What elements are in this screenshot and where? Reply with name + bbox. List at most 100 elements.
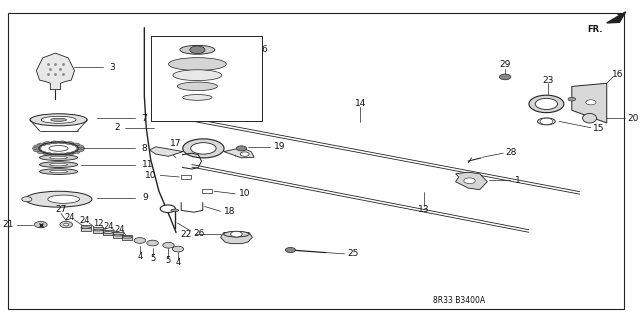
Bar xyxy=(150,36,262,122)
Ellipse shape xyxy=(65,142,74,145)
Text: 24: 24 xyxy=(79,216,90,225)
Text: 24: 24 xyxy=(104,222,114,231)
Text: 1: 1 xyxy=(515,176,521,185)
Text: 23: 23 xyxy=(542,76,554,85)
Text: 15: 15 xyxy=(593,124,605,133)
Bar xyxy=(122,234,132,240)
Ellipse shape xyxy=(25,191,92,207)
Ellipse shape xyxy=(76,145,84,148)
Polygon shape xyxy=(224,148,254,158)
Ellipse shape xyxy=(77,147,85,150)
Text: 8R33 B3400A: 8R33 B3400A xyxy=(433,296,486,305)
Ellipse shape xyxy=(538,118,556,125)
Text: 10: 10 xyxy=(239,189,250,198)
Ellipse shape xyxy=(33,149,42,152)
Text: 12: 12 xyxy=(93,219,103,228)
Text: 5: 5 xyxy=(166,256,171,265)
Ellipse shape xyxy=(51,118,67,122)
Circle shape xyxy=(464,178,476,184)
Circle shape xyxy=(163,242,174,248)
Ellipse shape xyxy=(103,232,113,234)
Text: 26: 26 xyxy=(193,229,205,238)
Ellipse shape xyxy=(529,95,564,113)
Text: FR.: FR. xyxy=(588,25,603,34)
Ellipse shape xyxy=(177,82,218,91)
Circle shape xyxy=(236,146,246,151)
Bar xyxy=(81,225,91,231)
Ellipse shape xyxy=(50,163,67,166)
Ellipse shape xyxy=(183,139,224,158)
Ellipse shape xyxy=(122,236,132,238)
Ellipse shape xyxy=(41,116,76,123)
Text: 19: 19 xyxy=(274,142,285,151)
Ellipse shape xyxy=(93,229,103,231)
Ellipse shape xyxy=(40,155,77,160)
Ellipse shape xyxy=(40,162,77,167)
Text: 18: 18 xyxy=(225,207,236,216)
Text: 24: 24 xyxy=(115,225,125,234)
Text: 16: 16 xyxy=(612,70,623,79)
Circle shape xyxy=(147,240,158,246)
Ellipse shape xyxy=(582,114,596,123)
Ellipse shape xyxy=(48,195,79,203)
Circle shape xyxy=(35,221,47,228)
Text: 13: 13 xyxy=(418,205,429,214)
Text: 5: 5 xyxy=(150,254,156,263)
Ellipse shape xyxy=(113,234,123,236)
Ellipse shape xyxy=(58,141,67,144)
Circle shape xyxy=(540,118,553,124)
Circle shape xyxy=(134,238,146,243)
Ellipse shape xyxy=(182,94,212,100)
Text: 17: 17 xyxy=(170,139,182,148)
Circle shape xyxy=(240,152,249,156)
Text: 9: 9 xyxy=(142,193,148,202)
Ellipse shape xyxy=(81,227,91,229)
Ellipse shape xyxy=(76,149,84,152)
Polygon shape xyxy=(149,147,183,156)
Text: 11: 11 xyxy=(142,160,153,169)
Ellipse shape xyxy=(72,151,80,154)
Text: 4: 4 xyxy=(175,258,180,267)
Text: 6: 6 xyxy=(261,45,267,54)
Circle shape xyxy=(189,46,205,54)
Ellipse shape xyxy=(58,153,67,156)
Ellipse shape xyxy=(168,58,227,70)
Text: 28: 28 xyxy=(506,148,517,157)
Text: 22: 22 xyxy=(180,230,191,239)
Circle shape xyxy=(285,248,296,253)
Text: 3: 3 xyxy=(109,63,115,72)
Text: 7: 7 xyxy=(141,114,147,123)
Ellipse shape xyxy=(51,141,59,144)
Ellipse shape xyxy=(72,143,80,146)
Ellipse shape xyxy=(51,153,59,156)
Text: 10: 10 xyxy=(145,171,156,180)
Ellipse shape xyxy=(50,170,67,173)
Polygon shape xyxy=(572,83,607,123)
Ellipse shape xyxy=(171,209,179,211)
Ellipse shape xyxy=(535,98,557,109)
Ellipse shape xyxy=(49,145,68,151)
Text: 8: 8 xyxy=(141,144,147,153)
Bar xyxy=(103,230,113,235)
Text: 25: 25 xyxy=(347,249,358,258)
Ellipse shape xyxy=(50,156,67,159)
Text: 29: 29 xyxy=(499,60,511,69)
Polygon shape xyxy=(607,12,626,23)
Ellipse shape xyxy=(65,152,74,155)
Ellipse shape xyxy=(180,45,215,54)
Circle shape xyxy=(160,205,175,212)
Circle shape xyxy=(230,231,242,237)
Bar xyxy=(93,227,103,233)
Bar xyxy=(113,232,123,238)
Text: 2: 2 xyxy=(114,123,120,132)
Polygon shape xyxy=(36,53,74,90)
Text: 27: 27 xyxy=(56,205,67,214)
Ellipse shape xyxy=(40,169,77,174)
Ellipse shape xyxy=(37,151,45,154)
Bar xyxy=(202,189,212,194)
Ellipse shape xyxy=(224,231,249,237)
Bar xyxy=(180,175,191,179)
Circle shape xyxy=(63,223,68,226)
Text: 4: 4 xyxy=(137,252,143,261)
Ellipse shape xyxy=(173,70,222,81)
